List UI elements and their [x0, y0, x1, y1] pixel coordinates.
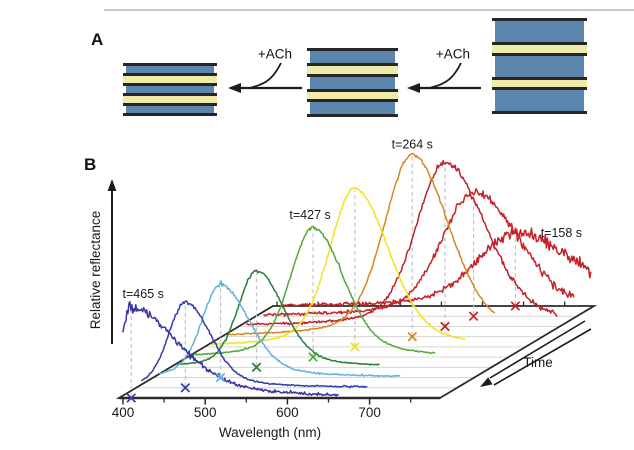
- top-divider-rule: [104, 9, 634, 11]
- peak-x-marker: [126, 393, 137, 403]
- reaction-arrow-right-head-icon: [407, 83, 420, 93]
- peak-x-marker: [440, 321, 450, 332]
- time-arrow-line-1: [489, 320, 586, 379]
- peak-x-marker: [350, 342, 360, 352]
- chitin-layer: [310, 102, 395, 114]
- chitin-layer: [126, 105, 214, 114]
- time-point-label: t=427 s: [289, 208, 330, 222]
- membrane-outline: [123, 73, 217, 77]
- chitin-layer: [495, 90, 584, 111]
- spectrum-curve: [281, 227, 592, 308]
- chitin-layer: [495, 21, 584, 42]
- reaction-swoosh-left: [250, 62, 282, 89]
- time-point-label: t=264 s: [392, 138, 433, 152]
- membrane-outline: [123, 113, 217, 117]
- peak-x-marker: [251, 362, 262, 373]
- panel-b-label: B: [84, 155, 97, 174]
- ach-label-right: +ACh: [435, 46, 471, 62]
- time-arrow-head-icon: [480, 377, 493, 387]
- reflector-layer: [307, 66, 398, 74]
- reflector-layer: [123, 96, 217, 103]
- membrane-outline: [123, 93, 217, 97]
- reflector-layer: [123, 76, 217, 83]
- membrane-outline: [307, 63, 398, 66]
- base-plane-border: [115, 305, 598, 399]
- membrane-outline: [492, 76, 587, 80]
- peak-x-marker: [308, 352, 318, 362]
- membrane-outline: [307, 88, 398, 92]
- chart-generated-content: 400 500 600 700 t=465 s t=427 s t=264 s t=158 s: [112, 138, 598, 420]
- membrane-outline: [492, 111, 587, 114]
- membrane-outline: [307, 48, 398, 51]
- reaction-arrow-left-head-icon: [228, 83, 241, 93]
- membrane-outline: [307, 73, 398, 77]
- ach-label-left: +ACh: [257, 46, 293, 62]
- time-arrow-line-2: [493, 328, 592, 386]
- x-tick-label: 700: [358, 405, 381, 420]
- reaction-arrows-layer: [228, 62, 481, 93]
- spectrum-curve: [122, 300, 339, 397]
- peak-x-marker: [180, 382, 191, 393]
- spectrum-curve: [263, 188, 575, 318]
- membrane-outline: [307, 114, 398, 117]
- chitin-layer: [310, 51, 395, 63]
- membrane-outline: [307, 99, 398, 102]
- membrane-outline: [123, 102, 217, 106]
- spectrum-curve: [176, 269, 380, 366]
- spectrum-curve: [211, 186, 466, 346]
- time-point-label: t=465 s: [123, 287, 164, 301]
- stack-intermediate: [307, 48, 398, 117]
- spectrum-curve: [246, 159, 558, 326]
- spectrum-curve: [193, 225, 436, 356]
- membrane-outline: [492, 87, 587, 90]
- membrane-outline: [123, 63, 217, 66]
- time-axis-title: Time: [523, 355, 553, 370]
- reflector-layer: [307, 91, 398, 99]
- x-tick-label: 500: [194, 405, 217, 420]
- chitin-layer: [495, 55, 584, 77]
- peak-x-marker: [510, 301, 521, 311]
- chitin-layer: [126, 85, 214, 94]
- membrane-outline: [492, 52, 587, 56]
- peak-x-marker: [468, 311, 479, 322]
- panel-a-label: A: [91, 30, 104, 49]
- x-tick-label: 600: [276, 405, 299, 420]
- y-axis-arrowhead-icon: [107, 179, 117, 191]
- membrane-outline: [492, 42, 587, 45]
- stack-final-thin: [123, 63, 217, 118]
- membrane-outline: [492, 18, 587, 21]
- peak-x-marker: [215, 372, 226, 383]
- time-point-label: t=158 s: [541, 226, 582, 240]
- x-axis-title: Wavelength (nm): [219, 425, 321, 440]
- spectrum-curve: [141, 300, 368, 389]
- time-axis-arrow: [480, 320, 592, 387]
- membrane-outline: [123, 82, 217, 86]
- reaction-swoosh-right: [430, 62, 462, 89]
- peak-x-marker: [407, 331, 418, 342]
- reflector-layer: [492, 45, 587, 53]
- spectrum-curve: [158, 280, 401, 378]
- chitin-layer: [310, 76, 395, 89]
- stack-initial-thick: [492, 18, 587, 114]
- spectrum-curve: [228, 152, 496, 336]
- chitin-layer: [126, 66, 214, 74]
- x-tick-label: 400: [112, 405, 135, 420]
- y-axis-title: Relative reflectance: [88, 211, 103, 330]
- reflector-layer: [492, 79, 587, 87]
